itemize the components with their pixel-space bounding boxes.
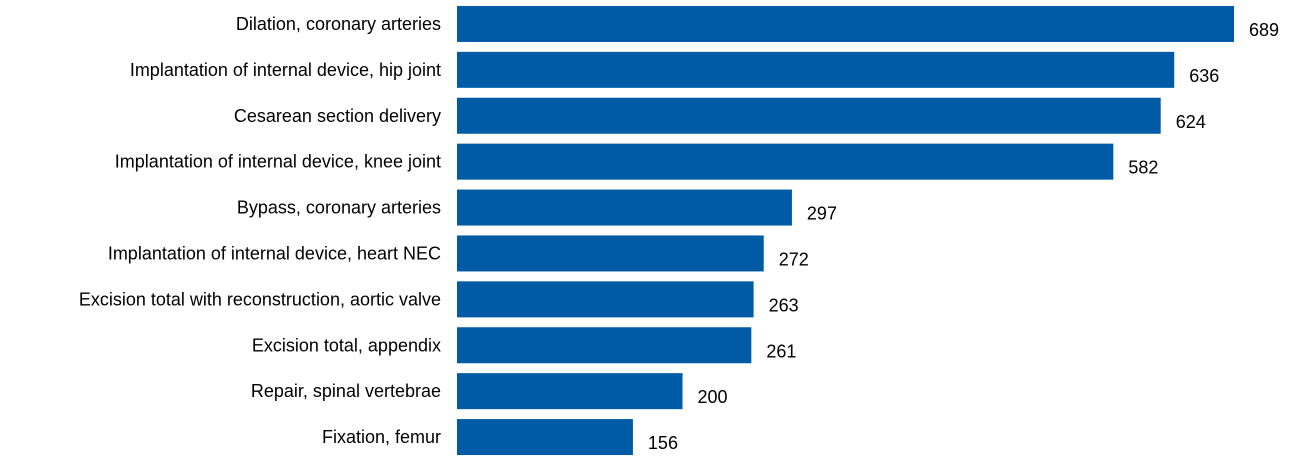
data-label: 689 [1249, 20, 1279, 40]
data-label: 263 [769, 295, 799, 315]
data-label: 297 [807, 204, 837, 224]
bar [457, 189, 792, 226]
bar [457, 373, 683, 410]
data-label: 200 [698, 387, 728, 407]
bar [457, 143, 1114, 180]
data-label: 636 [1189, 66, 1219, 86]
data-label: 156 [648, 433, 678, 453]
bar [457, 51, 1175, 88]
category-label: Implantation of internal device, knee jo… [115, 152, 441, 172]
bar [457, 281, 754, 318]
category-label: Fixation, femur [322, 427, 441, 447]
data-label: 272 [779, 249, 809, 269]
category-label: Cesarean section delivery [234, 106, 441, 126]
data-label: 261 [766, 341, 796, 361]
category-label: Implantation of internal device, hip joi… [130, 60, 441, 80]
bar [457, 419, 633, 456]
bar [457, 97, 1161, 134]
category-label: Bypass, coronary arteries [237, 198, 441, 218]
bar [457, 327, 752, 364]
category-label: Repair, spinal vertebrae [251, 381, 441, 401]
category-label: Implantation of internal device, heart N… [108, 243, 441, 263]
category-label: Excision total, appendix [252, 335, 441, 355]
bar [457, 5, 1234, 42]
data-label: 582 [1128, 158, 1158, 178]
data-label: 624 [1176, 112, 1206, 132]
bar [457, 235, 764, 272]
category-label: Dilation, coronary arteries [236, 14, 441, 34]
category-label: Excision total with reconstruction, aort… [79, 289, 441, 309]
